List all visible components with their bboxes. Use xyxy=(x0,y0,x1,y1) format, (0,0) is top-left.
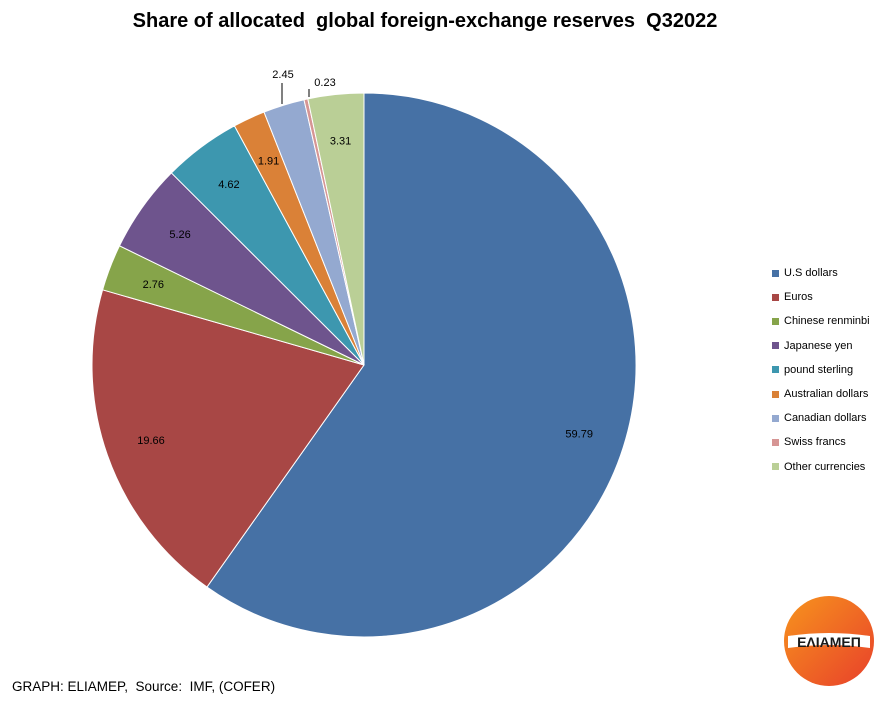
legend-item: Canadian dollars xyxy=(772,406,888,430)
value-label: 2.76 xyxy=(143,279,164,291)
legend-swatch xyxy=(772,269,779,277)
legend-label: Chinese renminbi xyxy=(784,315,870,328)
value-label: 5.26 xyxy=(169,229,190,241)
legend-swatch xyxy=(772,342,779,350)
value-label: 59.79 xyxy=(565,428,593,440)
value-label: 2.45 xyxy=(272,69,293,81)
legend-item: Australian dollars xyxy=(772,382,888,406)
pie-slice-euros xyxy=(91,289,365,588)
legend-label: Euros xyxy=(784,291,813,304)
value-label: 1.91 xyxy=(258,155,279,167)
value-label: 4.62 xyxy=(218,179,239,191)
legend-swatch xyxy=(772,317,779,325)
legend-item: U.S dollars xyxy=(772,261,888,285)
value-label: 19.66 xyxy=(137,435,165,447)
legend-swatch xyxy=(772,366,779,374)
eliamep-logo: ΕΛΙΑΜΕΠ xyxy=(784,596,874,686)
legend-item: Japanese yen xyxy=(772,334,888,358)
legend: U.S dollars Euros Chinese renminbi Japanese… xyxy=(772,261,888,479)
legend-swatch xyxy=(772,438,779,446)
value-label: 0.23 xyxy=(314,77,335,89)
legend-label: pound sterling xyxy=(784,363,854,376)
pie-value-labels: 59.79 19.66 2.76 5.26 4.62 1.91 2.45 0.23 3.31 xyxy=(137,69,593,447)
legend-item: Chinese renminbi xyxy=(772,309,888,333)
legend-label: Japanese yen xyxy=(784,339,853,352)
value-label: 3.31 xyxy=(330,136,351,148)
legend-label: Other currencies xyxy=(784,460,866,473)
logo-wordmark: ΕΛΙΑΜΕΠ xyxy=(797,634,861,650)
legend-swatch xyxy=(772,463,779,471)
label-leader-lines xyxy=(281,83,310,104)
pie-slice-u-s-dollars xyxy=(206,92,637,638)
legend-swatch xyxy=(772,293,779,301)
legend-item: Other currencies xyxy=(772,455,888,479)
pie-slices xyxy=(91,92,637,638)
legend-swatch xyxy=(772,390,779,398)
legend-label: U.S dollars xyxy=(784,267,838,280)
legend-item: Euros xyxy=(772,285,888,309)
chart-title: Share of allocated global foreign-exchan… xyxy=(132,10,718,32)
source-note: GRAPH: ELIAMEP, Source: IMF, (COFER) xyxy=(12,679,276,694)
legend-swatch xyxy=(772,414,779,422)
legend-label: Australian dollars xyxy=(784,388,869,401)
pie-slice-other-currencies xyxy=(307,92,365,366)
legend-label: Canadian dollars xyxy=(784,412,867,425)
legend-item: Swiss francs xyxy=(772,430,888,454)
legend-label: Swiss francs xyxy=(784,436,846,449)
legend-item: pound sterling xyxy=(772,358,888,382)
